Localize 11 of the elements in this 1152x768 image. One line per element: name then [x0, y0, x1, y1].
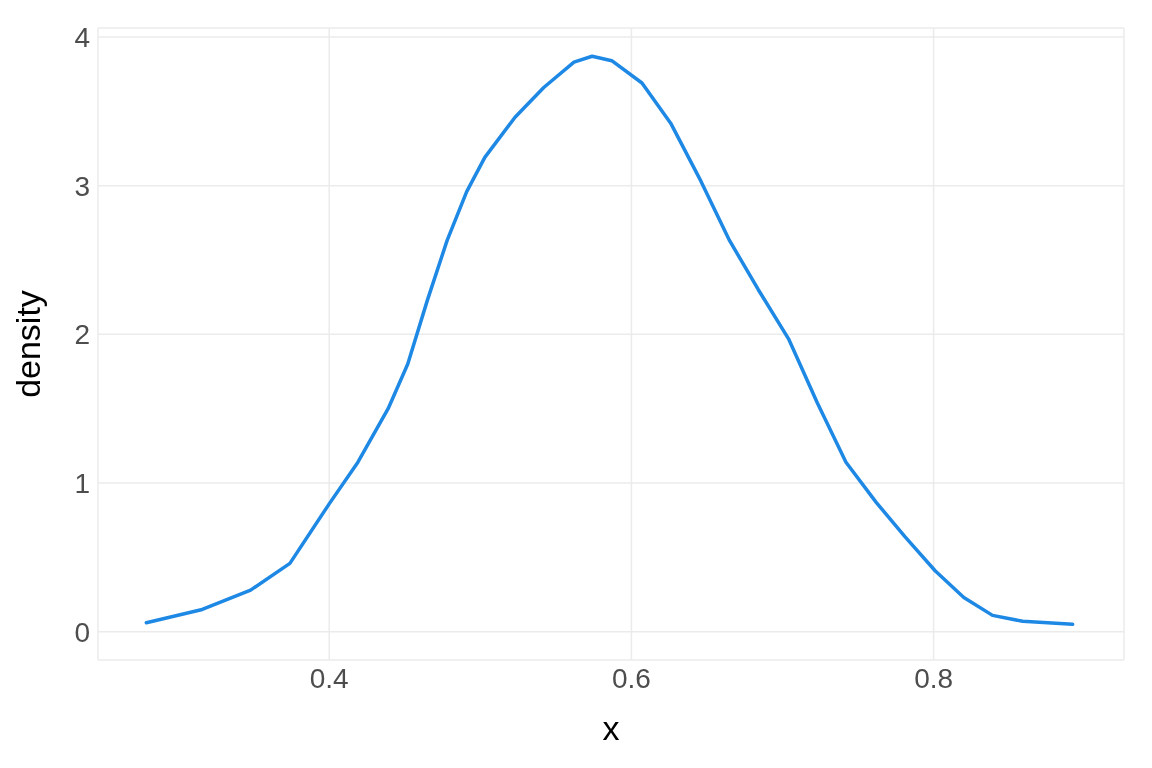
y-tick-label: 1: [74, 467, 90, 499]
x-tick-label: 0.8: [914, 662, 954, 694]
y-tick-label: 0: [74, 616, 90, 648]
y-tick-label: 4: [74, 21, 90, 53]
y-tick-label: 3: [74, 170, 90, 202]
y-tick-label: 2: [74, 319, 90, 351]
line-series: [144, 54, 1075, 627]
x-tick-label: 0.4: [309, 662, 349, 694]
x-axis-title: x: [602, 709, 620, 747]
x-tick-label: 0.6: [611, 662, 651, 694]
y-axis-title: density: [9, 290, 48, 398]
